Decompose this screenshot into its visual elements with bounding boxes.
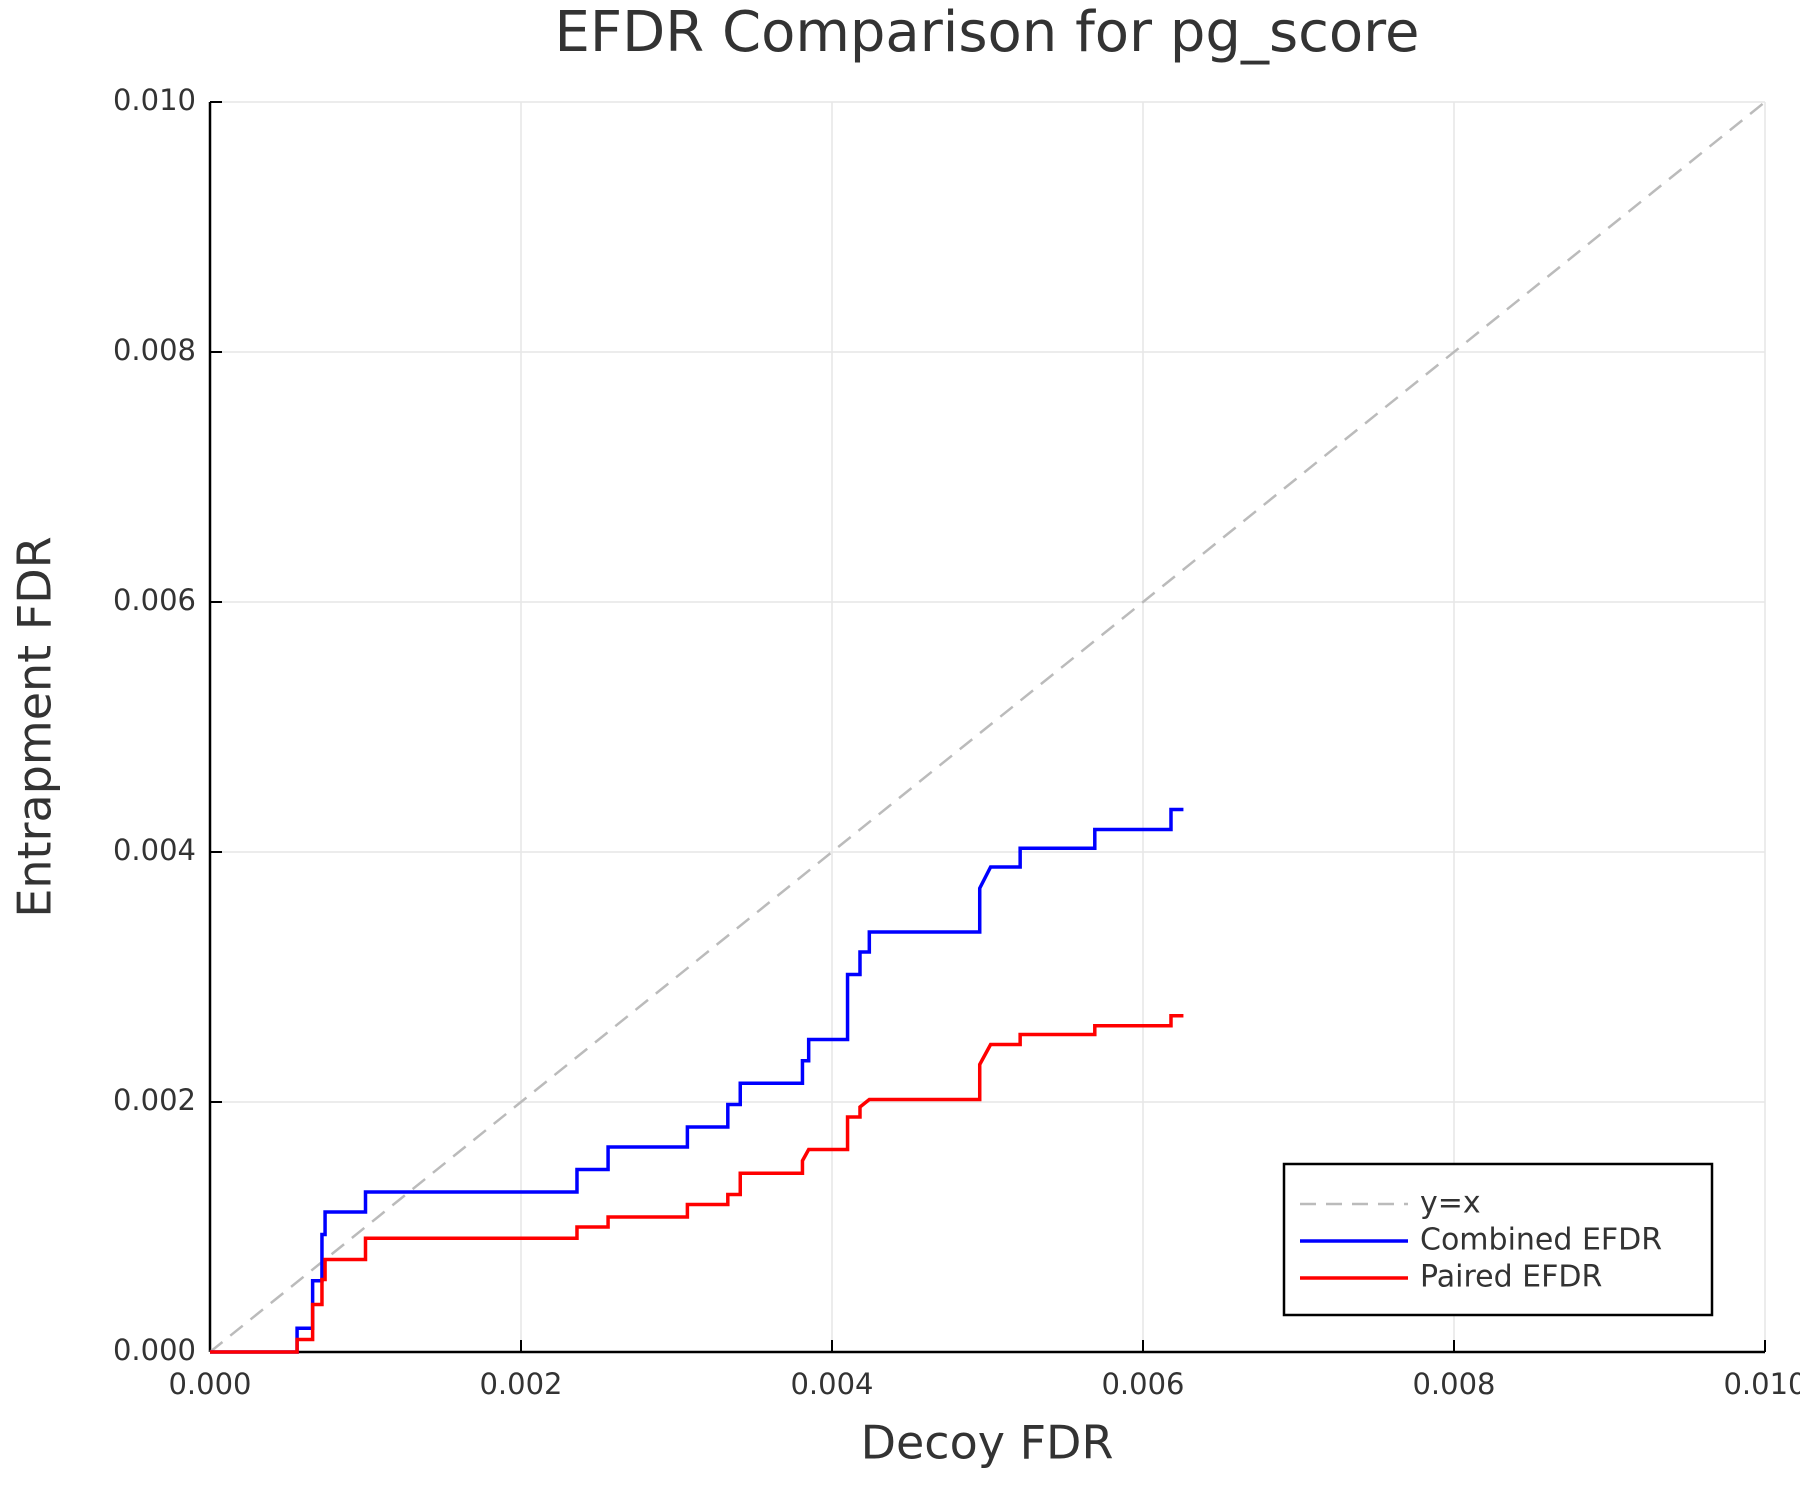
x-tick-label: 0.008: [1412, 1367, 1495, 1401]
x-tick-label: 0.010: [1723, 1367, 1800, 1401]
x-tick-label: 0.002: [479, 1367, 562, 1401]
legend-label: y=x: [1420, 1186, 1481, 1221]
x-tick-label: 0.004: [790, 1367, 873, 1401]
x-tick-label: 0.000: [168, 1367, 251, 1401]
y-tick-label: 0.004: [113, 833, 196, 867]
y-tick-label: 0.010: [113, 83, 196, 117]
legend-label: Combined EFDR: [1420, 1223, 1662, 1258]
y-tick-label: 0.002: [113, 1083, 196, 1117]
y-axis-label: Entrapment FDR: [8, 536, 62, 917]
y-tick-label: 0.000: [113, 1333, 196, 1367]
legend-label: Paired EFDR: [1420, 1260, 1602, 1295]
series-line: [209, 101, 1766, 1353]
series-line: [210, 807, 1184, 1354]
y-tick-label: 0.006: [113, 583, 196, 617]
series-line: [210, 1014, 1184, 1354]
y-tick-label: 0.008: [113, 333, 196, 367]
x-axis-label: Decoy FDR: [861, 1416, 1114, 1470]
x-tick-label: 0.006: [1101, 1367, 1184, 1401]
chart-title: EFDR Comparison for pg_score: [555, 0, 1420, 65]
